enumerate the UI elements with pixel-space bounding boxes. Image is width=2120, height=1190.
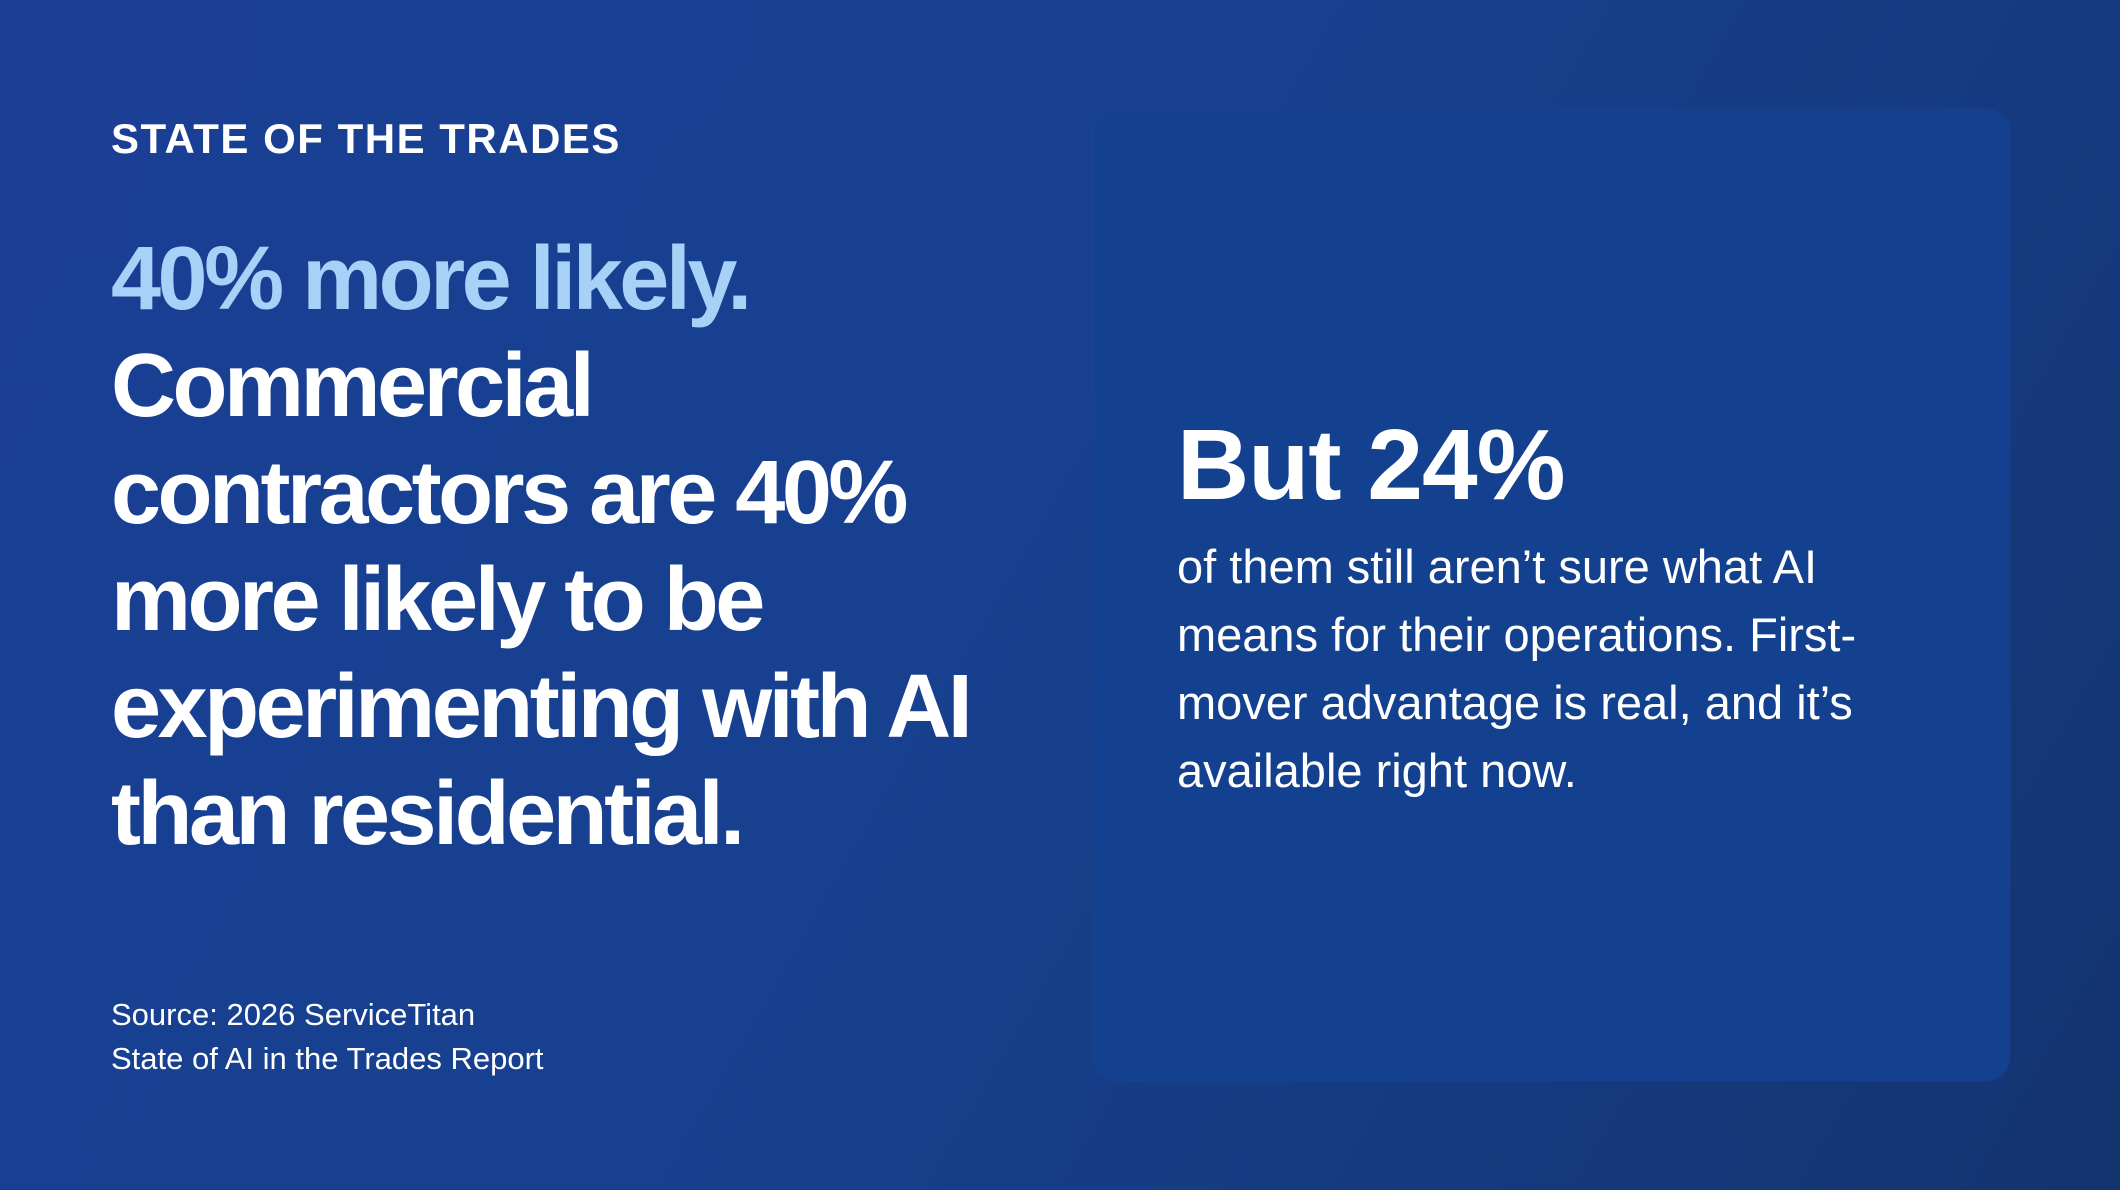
- stat-description: of them still aren’t sure what AI means …: [1177, 540, 1857, 797]
- eyebrow-label: STATE OF THE TRADES: [111, 115, 621, 162]
- headline-statement: Commercial contractors are 40% more like…: [111, 336, 973, 864]
- source-line-2: State of AI in the Trades Report: [111, 1041, 544, 1076]
- headline: 40% more likely. Commercial contractors …: [111, 226, 1011, 868]
- source-line-1: Source: 2026 ServiceTitan: [111, 997, 476, 1032]
- stat-panel: But 24% of them still aren’t sure what A…: [1093, 109, 2010, 1081]
- headline-accent: 40% more likely.: [111, 229, 752, 329]
- source-citation: Source: 2026 ServiceTitan State of AI in…: [111, 993, 544, 1081]
- stat-figure: But 24%: [1177, 409, 1566, 521]
